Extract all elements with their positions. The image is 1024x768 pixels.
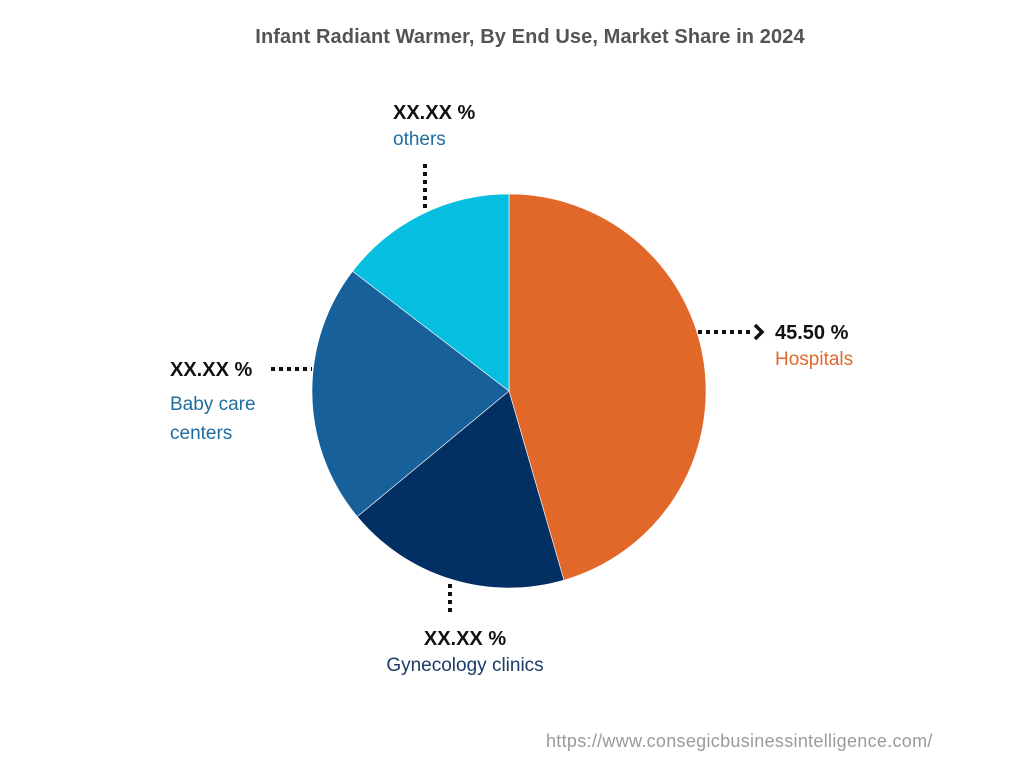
category-hospitals: Hospitals	[775, 349, 854, 370]
arrow-right-icon	[753, 323, 765, 341]
pie-slice-gynecology-clinics	[356, 390, 565, 589]
pie-slices	[311, 193, 707, 589]
category-gynecology: Gynecology clinics	[386, 655, 544, 676]
category-baby-care-line2: centers	[170, 423, 233, 444]
value-gynecology: XX.XX %	[423, 628, 507, 650]
label-hospitals: 45.50 % Hospitals	[775, 320, 853, 374]
category-baby-care-line1: Baby care	[170, 394, 256, 415]
category-others: others	[393, 129, 446, 150]
pie-slice-hospitals	[508, 193, 707, 581]
value-baby-care: XX.XX %	[170, 359, 253, 381]
pie-slice-others	[352, 193, 510, 392]
source-url[interactable]: https://www.consegicbusinessintelligence…	[546, 731, 933, 751]
label-others: XX.XX % others	[393, 100, 475, 154]
value-others: XX.XX %	[393, 102, 476, 124]
label-baby-care: XX.XX % Baby care centers	[170, 357, 256, 448]
pie-slice-baby-care-centers	[311, 270, 510, 517]
chart-title: Infant Radiant Warmer, By End Use, Marke…	[255, 26, 805, 48]
label-gynecology: XX.XX % Gynecology clinics	[379, 626, 551, 680]
leader-lines	[271, 164, 765, 616]
value-hospitals: 45.50 %	[775, 322, 849, 344]
